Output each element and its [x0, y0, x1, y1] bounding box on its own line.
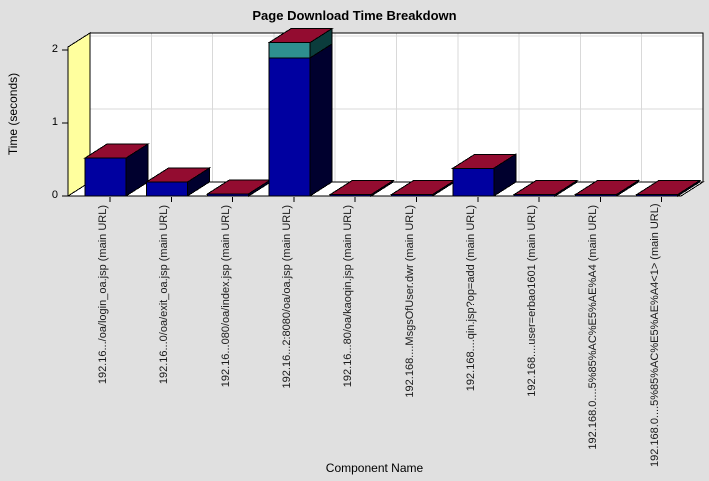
bar-front-download-time-blue	[84, 157, 127, 197]
x-category-label: 192.16...2:8080/oa/oa.jsp (main URL)	[280, 205, 293, 389]
bar-top-cap	[328, 180, 395, 196]
bar-side-download-time-blue	[309, 43, 333, 197]
bar-front-download-time-blue	[452, 167, 495, 197]
bar-top-cap	[267, 28, 334, 44]
x-category-label: 192.168.0....5%85%AC%E5%AE%A4 (main URL)	[587, 205, 600, 450]
bar-top-cap	[144, 167, 212, 183]
x-category-label: 192.168.0....5%85%AC%E5%AE%A4<1> (main U…	[648, 203, 661, 467]
x-category-label: 192.16.../oa/login_oa.jsp (main URL)	[97, 205, 109, 385]
x-category-label: 192.16...080/oa/index.jsp (main URL)	[219, 205, 232, 388]
x-category-label: 192.168....qin.jsp?op=add (main URL)	[464, 205, 477, 392]
bar-top-cap	[83, 143, 150, 159]
bar-front-download-time-blue	[268, 57, 311, 197]
bar-top-cap	[512, 180, 579, 196]
y-tick-label: 1	[51, 116, 58, 128]
bar-front-download-time-blue	[145, 181, 188, 197]
chart-title: Page Download Time Breakdown	[252, 8, 457, 23]
y-tick-label: 2	[51, 43, 58, 55]
x-axis-title: Component Name	[325, 461, 424, 475]
x-category-label: 192.168....MsgsOfUser.dwr (main URL)	[403, 205, 416, 398]
y-tick-label: 0	[51, 189, 58, 201]
x-category-label: 192.168....user=erbao1601 (main URL)	[526, 205, 539, 397]
x-category-label: 192.16...0/oa/exit_oa.jsp (main URL)	[158, 205, 171, 385]
bar-front-download-time-teal	[268, 42, 311, 59]
x-category-label: 192.16...80/oa/kaoqin.jsp (main URL)	[342, 205, 355, 388]
bar-top-cap	[634, 180, 702, 196]
bar-top-cap	[451, 153, 518, 169]
bar-top-cap	[573, 180, 641, 196]
y-axis-title: Time (seconds)	[6, 72, 20, 156]
